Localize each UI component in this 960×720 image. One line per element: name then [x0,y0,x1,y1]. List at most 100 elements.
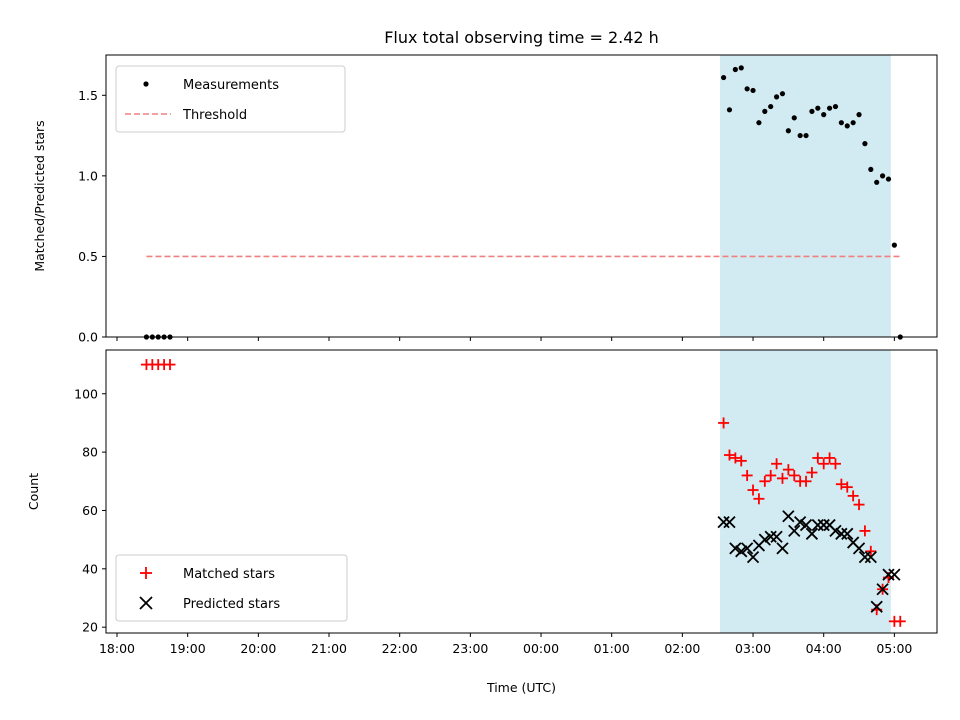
top-legend-box [115,65,346,133]
matched-star-point [782,464,794,476]
y-tick-label: 60 [82,503,98,518]
x-tick-label: 23:00 [452,641,488,656]
measurement-point [874,179,880,185]
x-tick-label: 18:00 [99,641,135,656]
predicted-star-point [829,524,842,538]
predicted-star-point [746,551,760,564]
y-tick-label: 1.5 [78,88,98,103]
predicted-star-point [888,568,901,581]
predicted-star-stroke-b [870,600,883,613]
predicted-star-stroke-b [858,551,872,564]
predicted-star-stroke-b [888,568,901,581]
predicted-star-stroke-b [746,551,760,564]
predicted-star-point [864,551,877,564]
bottom-legend-box [115,554,348,622]
legend-predicted-marker [139,596,153,610]
matched-star-point [729,452,741,464]
legend-predicted-label: Predicted stars [183,597,280,612]
top-marks [143,65,903,340]
measurement-point [773,94,780,100]
legend-matched-label: Matched stars [183,567,275,582]
matched-star-point [829,458,841,470]
x-tick-label: 01:00 [594,641,630,656]
predicted-star-point [805,527,819,540]
y-tick-label: 40 [82,561,98,576]
predicted-star-stroke-b [876,583,889,596]
measurement-point [785,128,791,134]
measurement-point [738,65,744,71]
predicted-star-stroke-b [717,515,730,529]
matched-star-point [718,417,730,429]
x-tick-label: 22:00 [382,641,418,656]
x-tick-label: 19:00 [170,641,206,656]
predicted-star-point [852,542,866,555]
y-tick-label: 80 [82,445,98,460]
predicted-star-stroke-b [823,518,836,532]
predicted-star-stroke-b [729,542,742,555]
measurement-point [732,66,738,73]
y-tick-label: 100 [74,386,98,401]
matched-star-point [859,525,871,537]
matched-star-point [853,499,865,511]
measurement-point [832,103,839,110]
predicted-star-stroke-b [723,515,736,529]
measurement-point [821,112,827,118]
measurement-point [750,87,756,94]
matched-star-point [771,458,783,470]
predicted-star-point [858,551,872,564]
matched-star-point [788,469,800,481]
predicted-star-stroke-b [741,542,754,555]
x-tick-label: 05:00 [876,641,912,656]
x-tick-label: 02:00 [664,641,700,656]
x-tick-label: 21:00 [311,641,347,656]
predicted-star-point [799,518,813,532]
predicted-star-point [794,515,807,529]
y-tick-label: 1.0 [78,168,98,183]
predicted-star-point [835,527,848,540]
predicted-star-stroke-b [841,527,854,540]
measurement-point [756,120,762,126]
matched-star-point [800,475,812,487]
matched-star-point [841,481,853,493]
matched-star-point [747,484,759,496]
matched-star-point [741,469,753,481]
measurement-point [838,120,844,126]
predicted-star-point [770,530,783,543]
predicted-star-point [758,533,771,546]
measurement-point [868,166,874,173]
predicted-star-point [735,545,748,558]
predicted-star-point [876,583,889,596]
bottom-plot-frame [105,349,938,634]
x-tick-label: 03:00 [735,641,771,656]
bottom-y-ticks: 20 40 60 80 100 [74,386,106,635]
predicted-star-stroke-b [835,527,848,540]
predicted-star-stroke-b [735,545,748,558]
predicted-star-stroke-b [799,518,813,532]
predicted-star-stroke-b [788,524,801,538]
predicted-star-point [817,518,830,532]
measurement-point [720,74,727,81]
measurement-point [791,115,797,121]
x-tick-label: 20:00 [240,641,276,656]
measurement-point [844,123,850,129]
x-tick-label: 00:00 [523,641,559,656]
bottom-observing-window-shade [720,350,891,633]
measurement-point [885,176,892,182]
matched-star-point [723,449,735,461]
predicted-star-stroke-b [847,536,860,549]
measurement-point [879,173,886,179]
y-tick-label: 20 [82,620,98,635]
matched-star-point [818,458,830,470]
bottom-y-axis-label: Count [26,473,41,510]
matched-star-point [753,493,765,505]
matched-star-point [765,469,777,481]
predicted-star-point [782,510,795,523]
measurement-point [797,132,803,139]
predicted-star-stroke-b [829,524,842,538]
predicted-star-point [741,542,754,555]
predicted-star-point [788,524,801,538]
top-y-axis-label: Matched/Predicted stars [32,120,47,271]
predicted-star-stroke-b [764,530,777,543]
matched-star-point [759,475,771,487]
legend-matched-marker [140,567,152,579]
